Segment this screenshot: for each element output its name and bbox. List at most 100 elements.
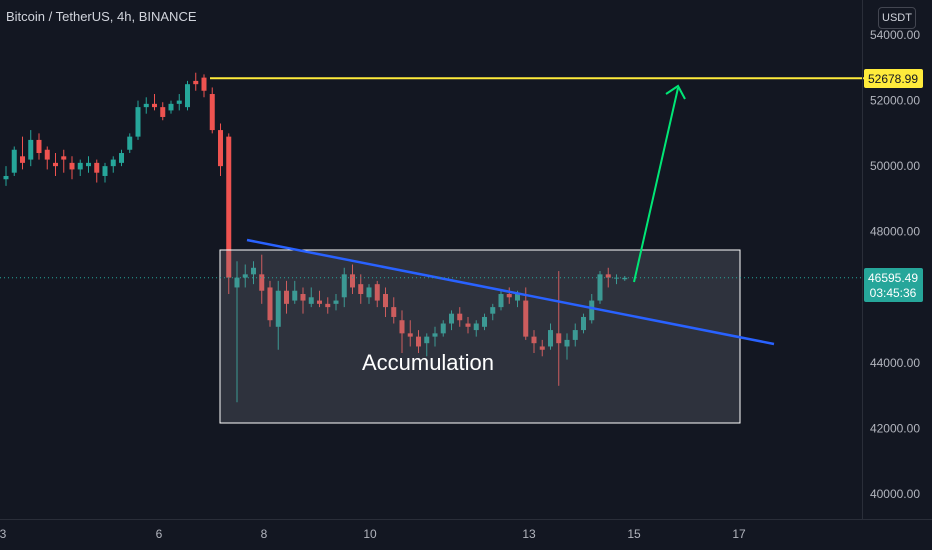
candle: [465, 316, 471, 334]
descending-trendline[interactable]: [246, 238, 775, 346]
candle-body: [143, 103, 149, 108]
candle: [333, 294, 339, 311]
last-price-text: 46595.49: [868, 271, 918, 285]
price-axis[interactable]: 54000.00 52000.00 50000.00 48000.00 44000.00…: [870, 28, 920, 501]
candle-body: [20, 156, 25, 163]
price-tick-label: 54000.00: [870, 28, 920, 42]
time-axis[interactable]: 3 6 8 10 13 15 17: [0, 527, 746, 541]
candle: [36, 133, 42, 160]
accumulation-box[interactable]: [219, 249, 741, 424]
candle: [622, 275, 628, 281]
candle: [581, 313, 586, 334]
breakout-arrow[interactable]: [633, 84, 686, 283]
time-tick-label: 17: [732, 527, 746, 541]
candle: [242, 264, 248, 288]
resistance-price-tag: 52678.99: [864, 69, 923, 88]
candle: [193, 72, 199, 91]
arrow-shaft: [633, 87, 679, 283]
candle: [267, 280, 273, 327]
candle-body: [267, 287, 273, 321]
candle: [572, 323, 578, 347]
candle: [490, 303, 496, 321]
candle: [473, 320, 479, 337]
candle: [292, 280, 298, 304]
candle-body: [374, 284, 380, 301]
candle: [548, 323, 553, 350]
candle-body: [333, 300, 339, 304]
candle: [539, 339, 545, 357]
candle: [424, 333, 430, 357]
price-tick-label: 44000.00: [870, 356, 920, 370]
candle-body: [564, 339, 570, 347]
candle: [201, 74, 207, 98]
candle: [168, 100, 174, 114]
candle-body: [69, 162, 75, 170]
candle-body: [366, 287, 372, 298]
candle-body: [11, 149, 17, 173]
candle: [61, 149, 67, 173]
candle: [358, 274, 364, 304]
candle: [143, 97, 149, 114]
candle-body: [407, 333, 413, 337]
candle-body: [515, 294, 520, 301]
candle: [341, 267, 347, 308]
bar-countdown-text: 03:45:36: [870, 286, 917, 300]
candle: [440, 320, 446, 337]
candle: [226, 133, 232, 295]
price-tick-label: 50000.00: [870, 159, 920, 173]
candle: [110, 156, 116, 173]
candle-body: [498, 294, 504, 308]
candle-body: [77, 162, 83, 170]
candle: [308, 287, 314, 308]
candle-body: [53, 162, 58, 167]
candle-body: [44, 149, 50, 160]
price-tick-label: 42000.00: [870, 421, 920, 435]
time-tick-label: 3: [0, 527, 7, 541]
candle: [127, 133, 133, 154]
candle: [185, 80, 190, 111]
candle-body: [399, 320, 405, 334]
candle-body: [506, 294, 512, 298]
candle: [597, 271, 603, 304]
candle-body: [168, 103, 174, 111]
candle-body: [275, 290, 281, 327]
candle: [383, 287, 388, 317]
candle: [86, 156, 91, 173]
candle: [11, 146, 17, 176]
candle: [53, 153, 58, 176]
candle-body: [86, 162, 91, 167]
candle: [482, 313, 487, 331]
price-tick-label: 52000.00: [870, 94, 920, 108]
candle: [160, 102, 166, 121]
candle-body: [292, 290, 298, 301]
candle-body: [572, 330, 578, 340]
candle: [531, 330, 537, 354]
candle: [449, 310, 454, 331]
candle-body: [473, 323, 479, 331]
candle-body: [110, 159, 116, 167]
candle-body: [341, 274, 347, 298]
candle-body: [242, 274, 248, 278]
candle-body: [539, 346, 545, 350]
time-tick-label: 6: [156, 527, 163, 541]
candle: [176, 94, 182, 111]
last-price-tag: 46595.49 03:45:36: [864, 268, 923, 302]
candle: [325, 297, 331, 314]
candle-body: [589, 300, 595, 321]
candle: [556, 271, 562, 386]
time-tick-label: 13: [522, 527, 536, 541]
candle-body: [152, 103, 157, 108]
symbol-title[interactable]: Bitcoin / TetherUS, 4h, BINANCE: [6, 9, 197, 24]
candle-body: [135, 107, 141, 137]
candle-body: [226, 136, 232, 278]
candle: [209, 87, 215, 134]
candle-body: [308, 297, 314, 304]
candle: [350, 264, 355, 295]
candle-body: [556, 333, 562, 344]
candle: [3, 166, 9, 186]
candle: [498, 290, 504, 311]
candle-body: [424, 336, 430, 344]
currency-button[interactable]: USDT: [878, 7, 916, 29]
